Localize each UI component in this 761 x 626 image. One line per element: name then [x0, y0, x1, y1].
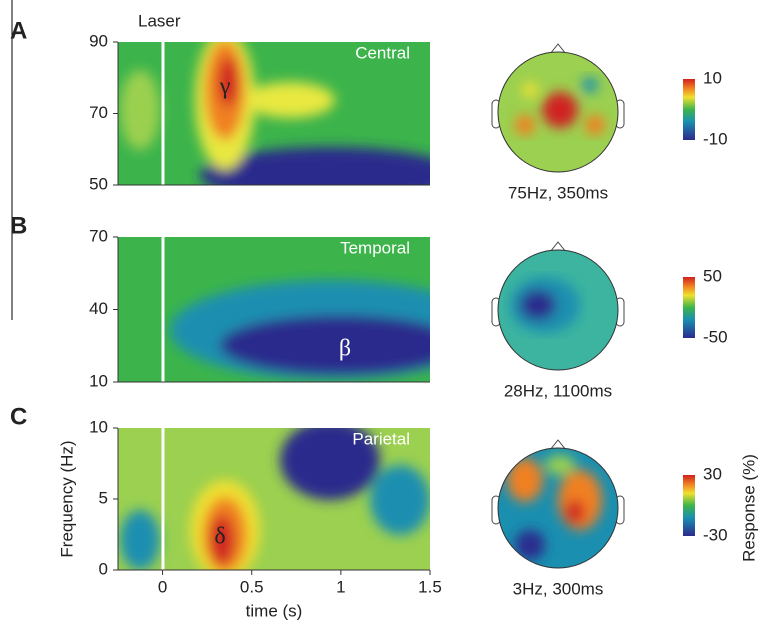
colorbar-tick-label: -10 [703, 129, 728, 148]
colorbar-tick-label: -50 [703, 327, 728, 346]
colorbar-tick-label: 50 [703, 266, 722, 285]
x-axis-label: time (s) [246, 601, 303, 620]
y-tick-label: 5 [99, 488, 108, 507]
topo-caption: 28Hz, 1100ms [504, 381, 612, 400]
x-tick-label: 0 [158, 577, 167, 596]
colorbar [683, 475, 695, 536]
y-tick-label: 0 [99, 559, 108, 578]
y-tick-label: 50 [89, 174, 108, 193]
topomap [492, 242, 624, 370]
colorbar-tick-label: 10 [703, 68, 722, 87]
panel-label: B [10, 212, 27, 239]
x-tick-label: 1 [336, 577, 345, 596]
band-symbol: β [339, 336, 351, 362]
colorbar-label: Response (%) [739, 454, 758, 562]
region-label: Central [355, 43, 410, 62]
region-label: Parietal [352, 429, 410, 448]
y-tick-label: 10 [89, 371, 108, 390]
colorbar [683, 79, 695, 140]
topomap [492, 44, 624, 172]
region-label: Temporal [340, 238, 410, 257]
x-tick-label: 1.5 [418, 577, 442, 596]
colorbar-tick-label: -30 [703, 525, 728, 544]
band-symbol: γ [219, 74, 231, 100]
colorbar [683, 277, 695, 338]
y-axis-label: Frequency (Hz) [57, 440, 76, 557]
y-tick-label: 70 [89, 226, 108, 245]
figure: ACentralLaserγ50709075Hz, 350ms-1010BTem… [0, 0, 761, 626]
colorbar-tick-label: 30 [703, 464, 722, 483]
heatmap-b [118, 237, 490, 382]
y-tick-label: 90 [89, 31, 108, 50]
band-symbol: δ [214, 524, 225, 550]
x-tick-label: 0.5 [240, 577, 264, 596]
topo-caption: 3Hz, 300ms [513, 579, 604, 598]
y-tick-label: 10 [89, 417, 108, 436]
panel-label: A [10, 17, 27, 44]
y-tick-label: 70 [89, 103, 108, 122]
topo-caption: 75Hz, 350ms [508, 183, 608, 202]
y-tick-label: 40 [89, 299, 108, 318]
topomap [492, 440, 624, 568]
annotation: Laser [138, 11, 181, 30]
panel-label: C [10, 403, 27, 430]
